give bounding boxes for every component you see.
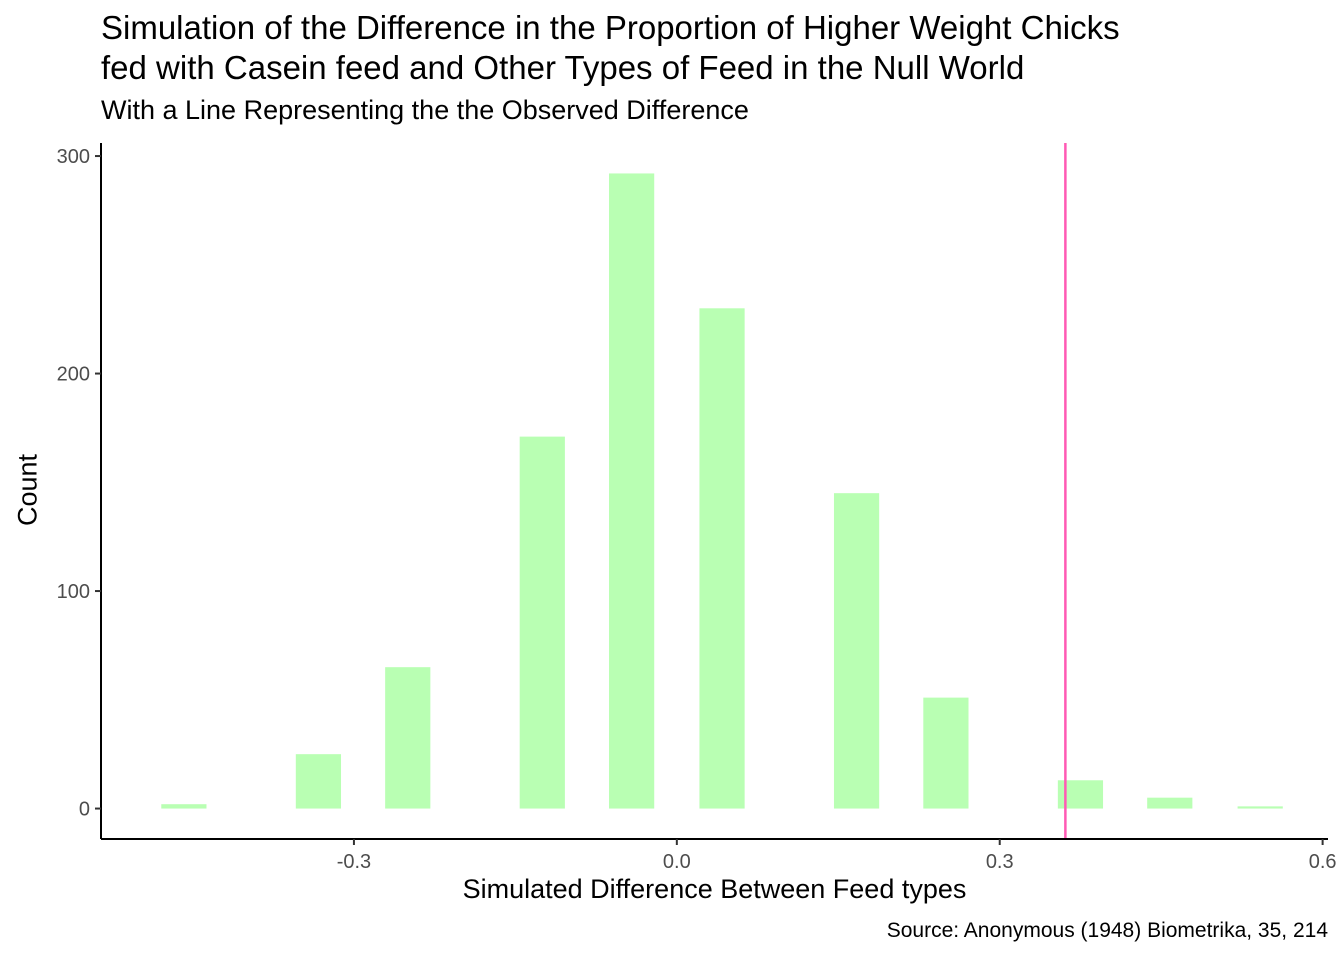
histogram-bar-9 <box>1147 797 1193 809</box>
x-tick-label: 0.3 <box>986 851 1014 873</box>
histogram-bar-7 <box>923 697 969 809</box>
histogram-bar-5 <box>699 308 745 809</box>
histogram-bar-10 <box>1237 806 1283 809</box>
y-axis-label: Count <box>12 453 43 527</box>
histogram-bar-4 <box>609 173 655 809</box>
y-tick-label: 300 <box>57 146 90 168</box>
chart-title: Simulation of the Difference in the Prop… <box>101 9 1120 86</box>
y-tick-label: 200 <box>57 364 90 386</box>
bars-layer <box>161 173 1283 809</box>
y-tick-label: 100 <box>57 581 90 603</box>
histogram-bar-6 <box>833 493 880 809</box>
x-tick-label: 0.0 <box>663 851 691 873</box>
x-tick-label: -0.3 <box>337 851 371 873</box>
histogram-bar-2 <box>385 667 431 809</box>
axes-layer: 0 100 200 300 -0.3 0.0 0.3 0.6 <box>57 143 1337 873</box>
y-tick-label: 0 <box>79 799 90 821</box>
x-tick-label: 0.6 <box>1309 851 1337 873</box>
histogram-bar-1 <box>295 754 342 809</box>
histogram-bar-0 <box>161 804 207 809</box>
chart-caption: Source: Anonymous (1948) Biometrika, 35,… <box>886 919 1328 942</box>
chart-subtitle: With a Line Representing the the Observe… <box>101 95 749 125</box>
x-axis-label: Simulated Difference Between Feed types <box>462 874 967 904</box>
histogram-bar-3 <box>519 436 565 809</box>
